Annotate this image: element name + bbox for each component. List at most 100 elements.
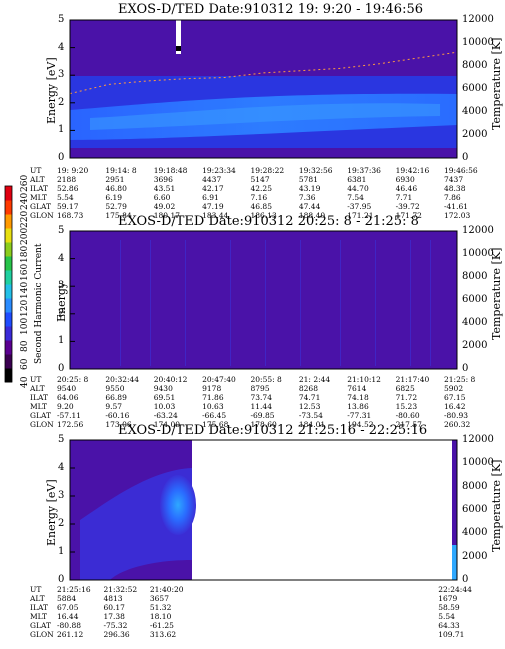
y2-tick-label: 0 [462,363,469,374]
panel-3-title: EXOS-D/TED Date:910312 21:25:16 - 22:25:… [118,423,428,438]
colorbar-segment [5,284,12,299]
meta-cell: 9540 [57,384,77,393]
meta-cell: 69.51 [153,393,176,402]
meta-cell: 67.15 [444,393,466,402]
meta-row-label: MLT [30,193,48,202]
colorbar-segment [5,228,12,243]
y-tick-label: 1 [58,335,65,347]
panel-1-temperature-line [69,51,458,95]
meta-cell: 175.68 [202,420,229,429]
meta-cell: 20:25: 8 [57,375,89,384]
meta-cell: 21: 2:44 [298,375,331,384]
meta-cell: 174.00 [153,420,180,429]
meta-row-label: ILAT [30,393,48,402]
meta-row-label: UT [30,375,42,384]
y2-tick-label: 6000 [462,294,488,305]
meta-row-label: ALT [30,384,45,393]
meta-cell: 7614 [347,384,367,393]
y2-tick-label: 4000 [462,106,488,117]
meta-cell: 15.23 [395,402,418,411]
meta-row-label: MLT [30,402,48,411]
colorbar-segment [5,242,12,257]
meta-cell: 21:32:52 [103,585,138,594]
meta-cell: -80.93 [444,411,469,420]
meta-cell: -73.54 [298,411,323,420]
meta-cell: 5781 [298,175,318,184]
meta-cell: 109.71 [438,630,465,639]
meta-cell: 5147 [250,175,270,184]
meta-cell: 21:25:16 [57,585,91,594]
y-tick-label: 4 [58,462,65,473]
meta-row-label: GLAT [30,202,51,211]
y-tick-label: 2 [58,518,65,529]
meta-cell: 21:40:20 [149,585,184,594]
meta-cell: 9178 [202,384,222,393]
meta-cell: 7.71 [395,193,413,202]
meta-cell: 7.54 [347,193,364,202]
meta-cell: 19:32:56 [298,166,333,175]
meta-cell: 9.57 [105,402,123,411]
meta-cell: 18.10 [149,612,172,621]
meta-cell: 3696 [153,175,173,184]
meta-cell: 5884 [57,594,77,603]
colorbar-frame [4,185,13,383]
meta-cell: 171.21 [347,211,374,220]
meta-cell: 16.44 [57,612,79,621]
meta-cell: 71.86 [202,393,224,402]
streak [265,240,266,366]
meta-cell: -63.24 [153,411,178,420]
meta-cell: 2188 [57,175,77,184]
meta-cell: 74.18 [347,393,369,402]
meta-cell: 7437 [444,175,464,184]
meta-row-label: GLON [30,630,54,639]
meta-cell: 46.46 [395,184,418,193]
y2-tick-label: 2000 [462,129,488,140]
meta-row-label: ALT [30,175,45,184]
streak [430,240,431,366]
y-tick-label: 2 [58,307,65,319]
meta-cell: 5.54 [57,193,74,202]
meta-cell: 180.17 [153,211,180,220]
colorbar-segment [5,326,12,341]
y2-tick-label: 12000 [462,14,494,25]
colorbar-segment [5,340,12,355]
y-tick-label: 0 [58,363,65,374]
meta-cell: 183.44 [202,211,229,220]
meta-cell: -61.25 [149,621,174,630]
meta-cell: 52.86 [57,184,79,193]
colorbar-segment [5,354,12,369]
meta-cell: 19:28:22 [250,166,285,175]
meta-cell: 64.33 [438,621,460,630]
meta-cell: 52.79 [105,202,127,211]
streak [340,240,341,366]
meta-cell: 5902 [444,384,464,393]
y2-tick-label: 2000 [462,340,488,351]
meta-cell: 20:55: 8 [250,375,282,384]
meta-cell: 22:24:44 [438,585,472,594]
meta-cell: 313.62 [149,630,177,639]
colorbar-segments [5,186,12,383]
panel-1-data-gap-marker-2 [176,46,181,51]
colorbar-segment [5,214,12,229]
meta-cell: 21:10:12 [347,375,381,384]
y2-tick-label: 12000 [462,225,494,236]
meta-cell: -41.61 [444,202,469,211]
meta-cell: 19:18:48 [153,166,188,175]
meta-row-label: GLON [30,420,54,429]
meta-cell: 8268 [298,384,318,393]
meta-cell: 7.16 [250,193,268,202]
meta-cell: 60.17 [103,603,125,612]
meta-cell: 58.59 [438,603,460,612]
panel-2-background [70,231,457,369]
panel-3-y2-label: Temperature [K] [490,459,503,552]
streak [410,240,411,366]
meta-cell: 6.91 [202,193,219,202]
meta-cell: 4437 [202,175,222,184]
meta-cell: 73.74 [250,393,272,402]
meta-cell: 1679 [438,594,458,603]
panel-1-inner-core [90,103,440,130]
meta-cell: 9430 [153,384,173,393]
meta-cell: 71.72 [395,393,418,402]
